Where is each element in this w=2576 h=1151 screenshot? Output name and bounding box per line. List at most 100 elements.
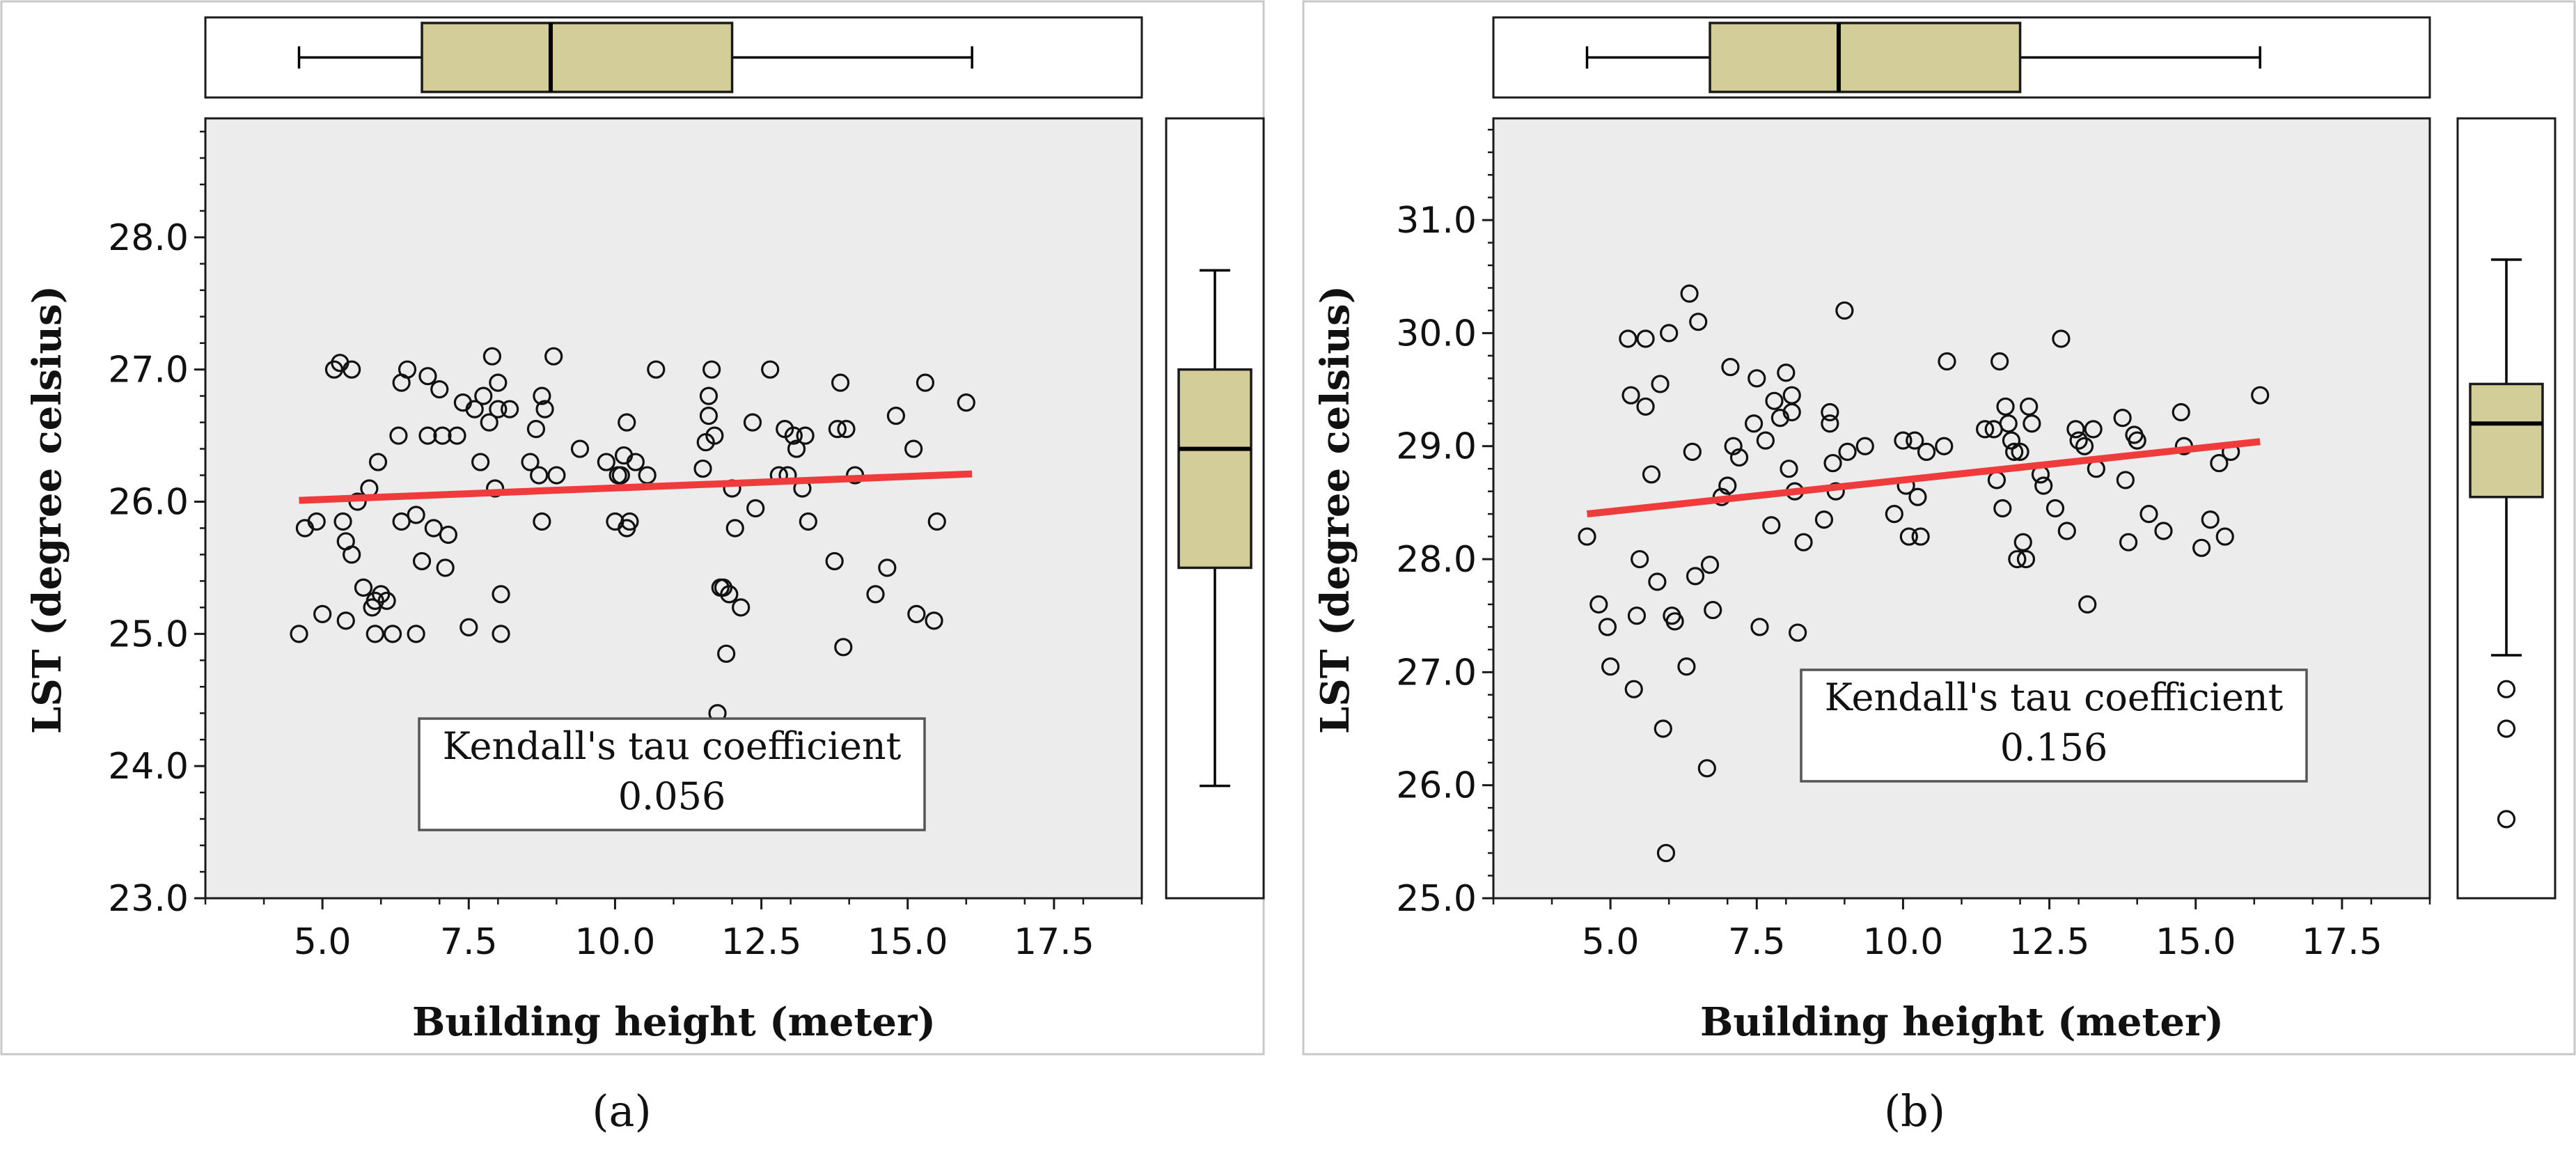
panel-a-data-point <box>407 625 425 643</box>
panel-a-data-point <box>837 420 856 439</box>
panel-a-x-ticks: 5.0 7.5 10.0 12.5 15.0 17.5 <box>204 898 1143 963</box>
panel-a-data-point <box>904 439 923 458</box>
panel-b-x-tick-label: 17.5 <box>2302 921 2382 963</box>
panel-a-data-point <box>705 426 724 445</box>
panel-b-data-point <box>1906 431 1924 450</box>
panel-b-annotation-value: 0.156 <box>2000 726 2108 769</box>
panel-a-data-point <box>368 453 388 471</box>
panel-b-data-point <box>1782 402 1801 422</box>
panel-b-data-point <box>1589 595 1608 614</box>
panel-b-y-axis-title: LST (degree celsius) <box>1312 285 1358 734</box>
panel-a-data-point <box>533 512 551 531</box>
panel-b-data-point <box>1777 363 1796 382</box>
panel-b-data-point <box>1750 618 1769 636</box>
panel-b-data-point <box>1838 442 1857 461</box>
panel-b-data-point <box>1770 409 1790 428</box>
panel-b-y-tick-label: 25.0 <box>1396 878 1477 920</box>
panel-a-data-point <box>784 426 803 445</box>
panel-a-data-point <box>398 360 417 379</box>
panel-b-data-point <box>1821 414 1839 433</box>
panel-a-data-point <box>717 644 736 663</box>
panel-b-data-point <box>1823 453 1842 473</box>
panel-b-data-point <box>2013 533 2032 551</box>
panel-b-data-point <box>1748 369 1766 388</box>
panel-b-y-tick-label: 30.0 <box>1396 313 1477 354</box>
panel-a-data-point <box>620 512 639 531</box>
panel-b-y-tick-label: 31.0 <box>1396 200 1477 242</box>
panel-a-data-point <box>618 413 636 432</box>
panel-b-y-tick-label: 27.0 <box>1396 652 1477 694</box>
panel-b-ybox-outlier <box>2497 680 2516 698</box>
panel-b-data-point <box>2215 527 2234 546</box>
panel-a-data-point <box>957 393 975 412</box>
panel-b-data-point <box>1996 397 2015 416</box>
panel-b-data-point <box>2057 522 2076 540</box>
panel-b-data-point <box>2192 538 2211 557</box>
panel-a-x-tick-label: 15.0 <box>867 921 948 963</box>
panel-a-annotation-value: 0.056 <box>618 774 726 818</box>
panel-a-x-tick-label: 12.5 <box>721 921 802 963</box>
panel-b-data-point <box>1724 437 1743 455</box>
panel-b-data-point <box>1700 556 1720 574</box>
panel-b-data-point <box>1578 527 1596 546</box>
panel-b-y-tick-label: 26.0 <box>1396 765 1477 807</box>
panel-b-x-ticks: 5.0 7.5 10.0 12.5 15.0 17.5 <box>1492 898 2431 963</box>
panel-b-data-point <box>2084 420 2103 439</box>
panel-b-data-point <box>2113 409 2132 428</box>
panel-a-x-tick-label: 17.5 <box>1014 921 1094 963</box>
panel-a-data-point <box>343 360 361 379</box>
panel-b-data-point <box>1976 420 1995 439</box>
panel-a-data-point <box>866 585 885 604</box>
panel-a-annotation-title: Kendall's tau coefficient <box>443 724 902 768</box>
panel-a-data-point <box>725 519 744 538</box>
panel-a-y-tick-label: 27.0 <box>108 350 189 391</box>
panel-b-ybox-outlier <box>2497 719 2516 738</box>
panel-b-data-point <box>2251 386 2270 405</box>
panel-b-ybox-iqr <box>2469 382 2544 499</box>
panel-b-data-point <box>1721 358 1740 377</box>
panel-b-data-point <box>1651 375 1670 393</box>
panel-a-y-tick-label: 25.0 <box>108 613 189 655</box>
panel-b-data-point <box>1938 352 1956 371</box>
panel-b-data-point <box>1631 549 1649 569</box>
panel-b-data-point <box>1656 843 1676 863</box>
panel-a-data-point <box>547 466 566 485</box>
panel-b-annotation-box <box>1800 668 2308 783</box>
panel-b-data-point <box>2011 442 2029 461</box>
panel-b-data-point <box>1686 567 1705 586</box>
panel-a-data-point <box>333 512 352 531</box>
panel-b-data-point <box>1636 397 1655 416</box>
panel-a-data-point <box>433 426 452 445</box>
panel-a-data-point <box>436 558 455 577</box>
panel-a: 5.0 7.5 10.0 12.5 15.0 17.5 23.024.025.026.02… <box>0 0 1265 1136</box>
panel-a-data-point <box>570 439 590 458</box>
panel-a-data-point <box>492 625 510 643</box>
panel-a-data-point <box>544 347 563 366</box>
panel-a-data-point <box>418 426 437 445</box>
panel-a-data-point <box>799 512 817 531</box>
panel-b-data-point <box>2016 549 2036 569</box>
panel-a-data-point <box>647 360 666 379</box>
panel-a-x-marginal-boxplot <box>297 22 973 93</box>
panel-b-data-point <box>1821 402 1839 422</box>
panel-b-data-point <box>2005 442 2024 461</box>
panel-a-data-point <box>834 638 853 657</box>
panel-b-data-point <box>2045 499 2065 518</box>
panel-b-data-point <box>1704 600 1722 620</box>
panel-a-data-point <box>916 373 935 392</box>
panel-a-data-point <box>720 585 739 604</box>
panel-b-data-point <box>1660 324 1679 343</box>
panel-a-x-tick-label: 7.5 <box>440 921 498 963</box>
panel-a-data-point <box>732 598 751 617</box>
panel-b-data-point <box>1835 301 1854 320</box>
panel-a-data-point <box>377 591 396 610</box>
panel-a-y-axis-title: LST (degree celsius) <box>24 285 70 734</box>
panel-a-data-point <box>761 360 780 379</box>
panel-b-data-point <box>1654 719 1672 738</box>
panel-b-data-point <box>1744 414 1764 433</box>
panel-b-data-point <box>1636 329 1655 348</box>
panel-b-data-point <box>1780 460 1798 478</box>
panel-a-data-point <box>796 426 815 445</box>
panel-b-data-point <box>1718 476 1737 495</box>
panel-b-data-point <box>2069 431 2088 450</box>
